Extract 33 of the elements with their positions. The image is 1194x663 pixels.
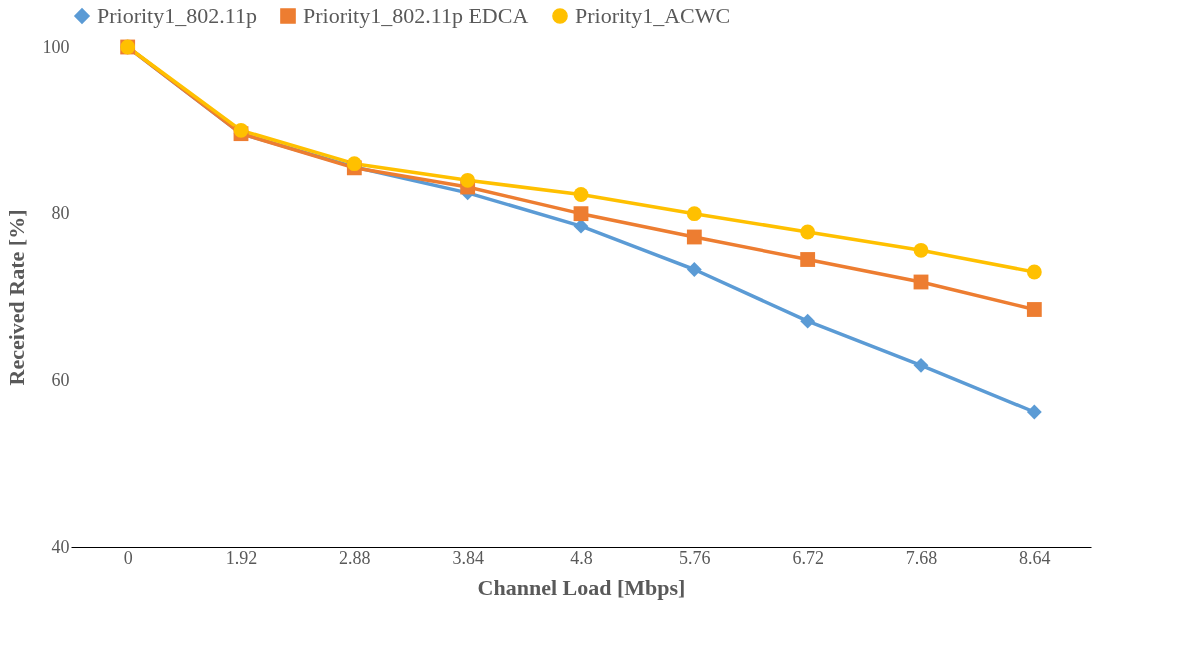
point [913, 357, 929, 373]
point [573, 206, 589, 222]
legend-label: Priority1_802.11p EDCA [303, 3, 529, 28]
point [460, 172, 476, 188]
x-tick-label: 4.8 [570, 547, 593, 568]
x-tick-label: 0 [123, 547, 133, 568]
legend-label: Priority1_ACWC [575, 3, 731, 28]
legend-label: Priority1_802.11p [97, 3, 257, 28]
point [573, 187, 589, 202]
y-tick-label: 40 [51, 536, 70, 557]
x-tick-label: 8.64 [1019, 547, 1051, 568]
point [800, 252, 816, 267]
point [686, 206, 702, 222]
y-tick-label: 80 [51, 203, 70, 224]
x-tick-label: 2.88 [339, 547, 371, 568]
x-tick-label: 5.76 [679, 547, 711, 568]
x-tick-label: 7.68 [905, 547, 938, 568]
point [800, 313, 816, 329]
y-axis-title: Received Rate [%] [3, 209, 29, 386]
x-axis-title: Channel Load [Mbps] [477, 574, 686, 600]
x-tick-label: 6.72 [792, 547, 824, 568]
point [686, 229, 702, 245]
point [233, 122, 249, 138]
point [800, 224, 816, 240]
point [686, 262, 702, 277]
point [913, 242, 929, 258]
point [1026, 264, 1042, 280]
point [1026, 404, 1042, 420]
y-tick-label: 60 [51, 369, 70, 390]
x-tick-label: 3.84 [452, 547, 484, 568]
x-tick-label: 1.92 [225, 547, 258, 568]
point [1026, 302, 1042, 317]
y-tick-label: 100 [42, 36, 70, 57]
